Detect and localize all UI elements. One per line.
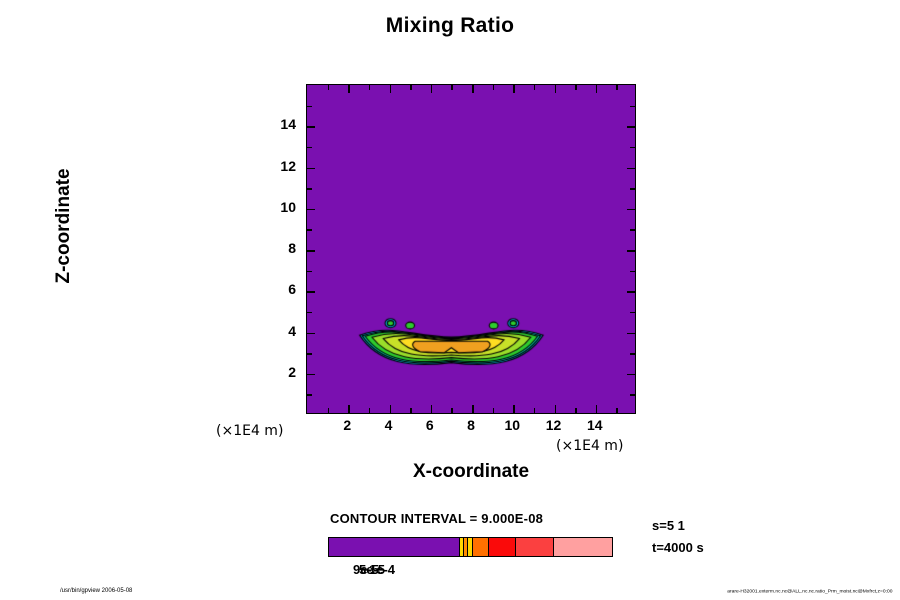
axis-tick — [554, 405, 556, 413]
axis-tick — [630, 270, 635, 273]
axis-tick — [627, 208, 635, 211]
x-tick-label: 8 — [467, 417, 475, 433]
colorbar-segment — [515, 538, 554, 556]
axis-tick — [307, 229, 312, 231]
axis-tick — [627, 373, 635, 376]
axis-tick — [630, 229, 635, 231]
axis-tick — [348, 85, 350, 93]
axis-tick — [513, 85, 515, 93]
axis-tick — [616, 85, 618, 90]
axis-tick — [430, 405, 433, 413]
axis-tick — [627, 167, 635, 169]
x-axis-title: X-coordinate — [412, 461, 530, 482]
y-tick-label: 2 — [288, 363, 296, 380]
axis-tick — [430, 85, 433, 93]
y-tick-label: 14 — [280, 116, 296, 133]
axis-tick — [575, 85, 577, 90]
axis-tick — [616, 408, 618, 413]
axis-tick — [554, 85, 556, 93]
page-title: Mixing Ratio — [385, 14, 515, 37]
axis-tick — [451, 85, 453, 90]
annotation-s-value: s=5 1 — [652, 518, 685, 533]
axis-tick — [307, 394, 312, 396]
x-tick-label: 12 — [545, 417, 562, 433]
y-tick-label: 6 — [288, 281, 296, 298]
axis-tick — [348, 405, 350, 413]
colorbar-segment — [553, 538, 613, 556]
y-tick-label: 8 — [288, 240, 296, 256]
axis-tick — [595, 405, 598, 413]
axis-tick — [630, 311, 635, 314]
colorbar-segment — [471, 538, 488, 556]
axis-tick — [533, 85, 536, 90]
contour-plot-area — [306, 84, 636, 414]
axis-tick — [575, 408, 577, 413]
colorbar-segment — [329, 538, 459, 556]
axis-tick — [307, 146, 312, 149]
colorbar-segment — [467, 538, 472, 556]
axis-tick — [307, 332, 315, 334]
x-axis-unit-label: (×1E4 m) — [556, 438, 624, 454]
axis-tick — [307, 105, 312, 108]
axis-tick — [630, 394, 635, 396]
axis-tick — [595, 85, 598, 93]
axis-tick — [389, 405, 391, 413]
x-tick-label: 10 — [504, 417, 521, 433]
axis-tick — [327, 408, 330, 413]
y-tick-label: 10 — [280, 198, 296, 215]
colorbar-tick-label: 9e-5 — [352, 562, 380, 577]
y-tick-label: 4 — [288, 322, 296, 339]
axis-tick — [307, 126, 315, 128]
axis-tick — [630, 188, 635, 190]
axis-tick — [368, 408, 371, 413]
footer-command-text: /usr/bin/gpview 2006-05-08 — [60, 588, 133, 594]
contour-field — [307, 85, 635, 413]
y-axis-title: Z-coordinate — [53, 168, 74, 284]
x-tick-label: 14 — [586, 417, 603, 433]
axis-tick — [368, 85, 371, 90]
contour-interval-caption: CONTOUR INTERVAL = 9.000E-08 — [330, 511, 544, 526]
axis-tick — [492, 408, 495, 413]
x-tick-label: 6 — [425, 417, 434, 433]
colorbar — [328, 537, 613, 557]
colorbar-tick-label: 5e-5 — [358, 562, 386, 577]
axis-tick — [627, 332, 635, 334]
axis-tick — [307, 270, 312, 273]
axis-tick — [410, 408, 412, 413]
axis-tick — [492, 85, 495, 90]
axis-tick — [410, 85, 412, 90]
axis-tick — [472, 405, 474, 413]
axis-tick — [307, 311, 312, 314]
axis-tick — [627, 250, 635, 252]
axis-tick — [627, 126, 635, 128]
axis-tick — [630, 105, 635, 108]
axis-tick — [451, 408, 453, 413]
x-tick-label: 4 — [384, 417, 393, 433]
axis-tick — [533, 408, 536, 413]
colorbar-tick-label: 1e-4 — [368, 562, 396, 577]
axis-tick — [307, 291, 315, 293]
colorbar-segment — [463, 538, 468, 556]
colorbar-segment — [458, 538, 464, 556]
axis-tick — [630, 353, 635, 355]
axis-tick — [472, 85, 474, 93]
axis-tick — [307, 188, 312, 190]
axis-tick — [307, 208, 315, 211]
axis-tick — [307, 167, 315, 169]
axis-tick — [307, 250, 315, 252]
annotation-t-value: t=4000 s — [652, 540, 704, 555]
axis-tick — [513, 405, 515, 413]
axis-tick — [630, 146, 635, 149]
axis-tick — [307, 353, 312, 355]
colorbar-segment — [487, 538, 516, 556]
axis-tick — [389, 85, 391, 93]
z-axis-unit-label: (×1E4 m) — [216, 423, 284, 439]
axis-tick — [627, 291, 635, 293]
axis-tick — [327, 85, 330, 90]
x-tick-label: 2 — [343, 417, 352, 433]
footer-source-text: arare-H32001.exterm.nc.nc@ALL.nc.nc.rati… — [726, 589, 892, 594]
axis-tick — [307, 373, 315, 376]
y-tick-label: 12 — [280, 157, 296, 174]
